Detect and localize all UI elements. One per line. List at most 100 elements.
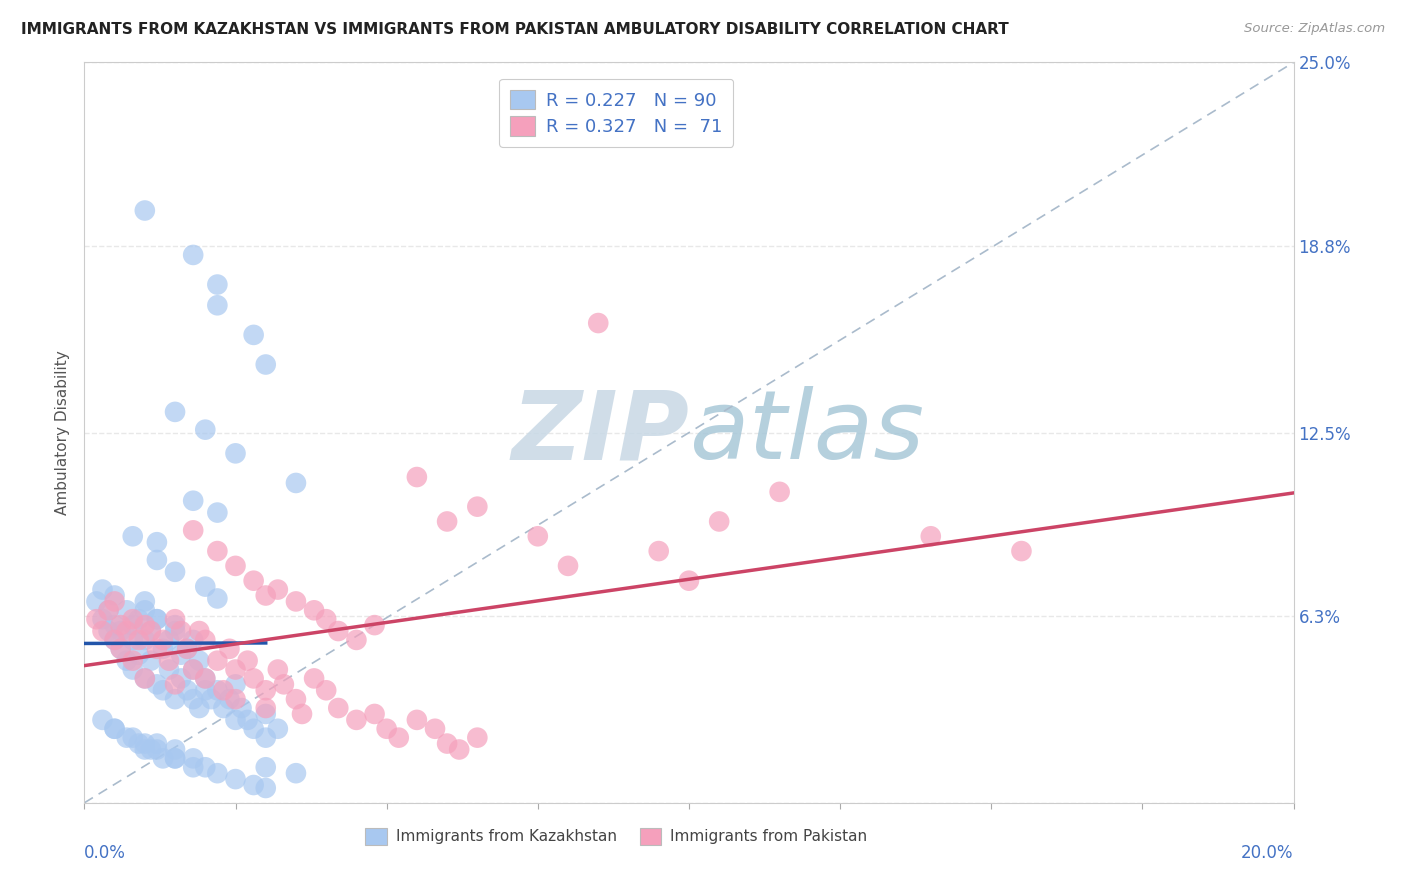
Point	[254, 701, 277, 715]
Point	[121, 731, 143, 745]
Y-axis label: Ambulatory Disability: Ambulatory Disability	[55, 351, 70, 515]
Point	[254, 706, 277, 721]
Point	[557, 558, 579, 573]
Point	[267, 663, 290, 677]
Point	[920, 529, 942, 543]
Point	[346, 632, 368, 647]
Point	[231, 701, 253, 715]
Point	[146, 737, 169, 751]
Point	[194, 632, 217, 647]
Point	[242, 672, 264, 686]
Point	[128, 612, 150, 626]
Point	[91, 713, 114, 727]
Point	[423, 722, 446, 736]
Point	[134, 672, 156, 686]
Point	[181, 248, 204, 262]
Point	[128, 737, 150, 751]
Point	[207, 654, 229, 668]
Point	[254, 731, 277, 745]
Point	[181, 493, 204, 508]
Point	[115, 603, 138, 617]
Point	[188, 654, 211, 668]
Point	[648, 544, 671, 558]
Point	[467, 731, 489, 745]
Point	[449, 742, 471, 756]
Point	[134, 603, 156, 617]
Point	[121, 654, 143, 668]
Point	[115, 654, 138, 668]
Point	[146, 742, 169, 756]
Point	[236, 713, 259, 727]
Point	[181, 663, 204, 677]
Point	[170, 672, 193, 686]
Point	[207, 277, 229, 292]
Point	[467, 500, 489, 514]
Point	[188, 701, 211, 715]
Point	[254, 760, 277, 774]
Point	[291, 706, 314, 721]
Point	[267, 722, 290, 736]
Point	[128, 632, 150, 647]
Point	[1011, 544, 1033, 558]
Point	[134, 742, 156, 756]
Point	[97, 624, 120, 638]
Point	[134, 594, 156, 608]
Point	[328, 701, 350, 715]
Point	[181, 524, 204, 538]
Point	[134, 737, 156, 751]
Text: ZIP: ZIP	[510, 386, 689, 479]
Point	[285, 475, 308, 490]
Text: atlas: atlas	[689, 386, 924, 479]
Text: 20.0%: 20.0%	[1241, 844, 1294, 862]
Point	[194, 760, 217, 774]
Point	[157, 632, 180, 647]
Point	[225, 772, 247, 786]
Point	[128, 648, 150, 662]
Point	[165, 612, 187, 626]
Point	[207, 544, 229, 558]
Point	[181, 760, 204, 774]
Point	[315, 612, 337, 626]
Point	[165, 742, 187, 756]
Point	[225, 446, 247, 460]
Point	[406, 470, 429, 484]
Point	[134, 672, 156, 686]
Point	[165, 565, 187, 579]
Point	[176, 641, 198, 656]
Point	[194, 423, 217, 437]
Point	[104, 722, 127, 736]
Point	[267, 582, 290, 597]
Point	[115, 624, 138, 638]
Point	[225, 558, 247, 573]
Point	[146, 612, 169, 626]
Point	[285, 692, 308, 706]
Point	[254, 780, 277, 795]
Point	[406, 713, 429, 727]
Text: 0.0%: 0.0%	[84, 844, 127, 862]
Point	[121, 529, 143, 543]
Point	[181, 663, 204, 677]
Point	[273, 677, 295, 691]
Point	[254, 589, 277, 603]
Point	[436, 515, 458, 529]
Point	[86, 612, 108, 626]
Point	[152, 683, 174, 698]
Point	[285, 594, 308, 608]
Point	[254, 358, 277, 372]
Point	[86, 594, 108, 608]
Text: Source: ZipAtlas.com: Source: ZipAtlas.com	[1244, 22, 1385, 36]
Point	[212, 701, 235, 715]
Point	[115, 731, 138, 745]
Point	[104, 618, 127, 632]
Point	[91, 612, 114, 626]
Point	[207, 298, 229, 312]
Point	[315, 683, 337, 698]
Point	[165, 624, 187, 638]
Point	[165, 692, 187, 706]
Text: IMMIGRANTS FROM KAZAKHSTAN VS IMMIGRANTS FROM PAKISTAN AMBULATORY DISABILITY COR: IMMIGRANTS FROM KAZAKHSTAN VS IMMIGRANTS…	[21, 22, 1010, 37]
Point	[104, 589, 127, 603]
Point	[302, 672, 325, 686]
Point	[188, 624, 211, 638]
Point	[207, 766, 229, 780]
Point	[242, 574, 264, 588]
